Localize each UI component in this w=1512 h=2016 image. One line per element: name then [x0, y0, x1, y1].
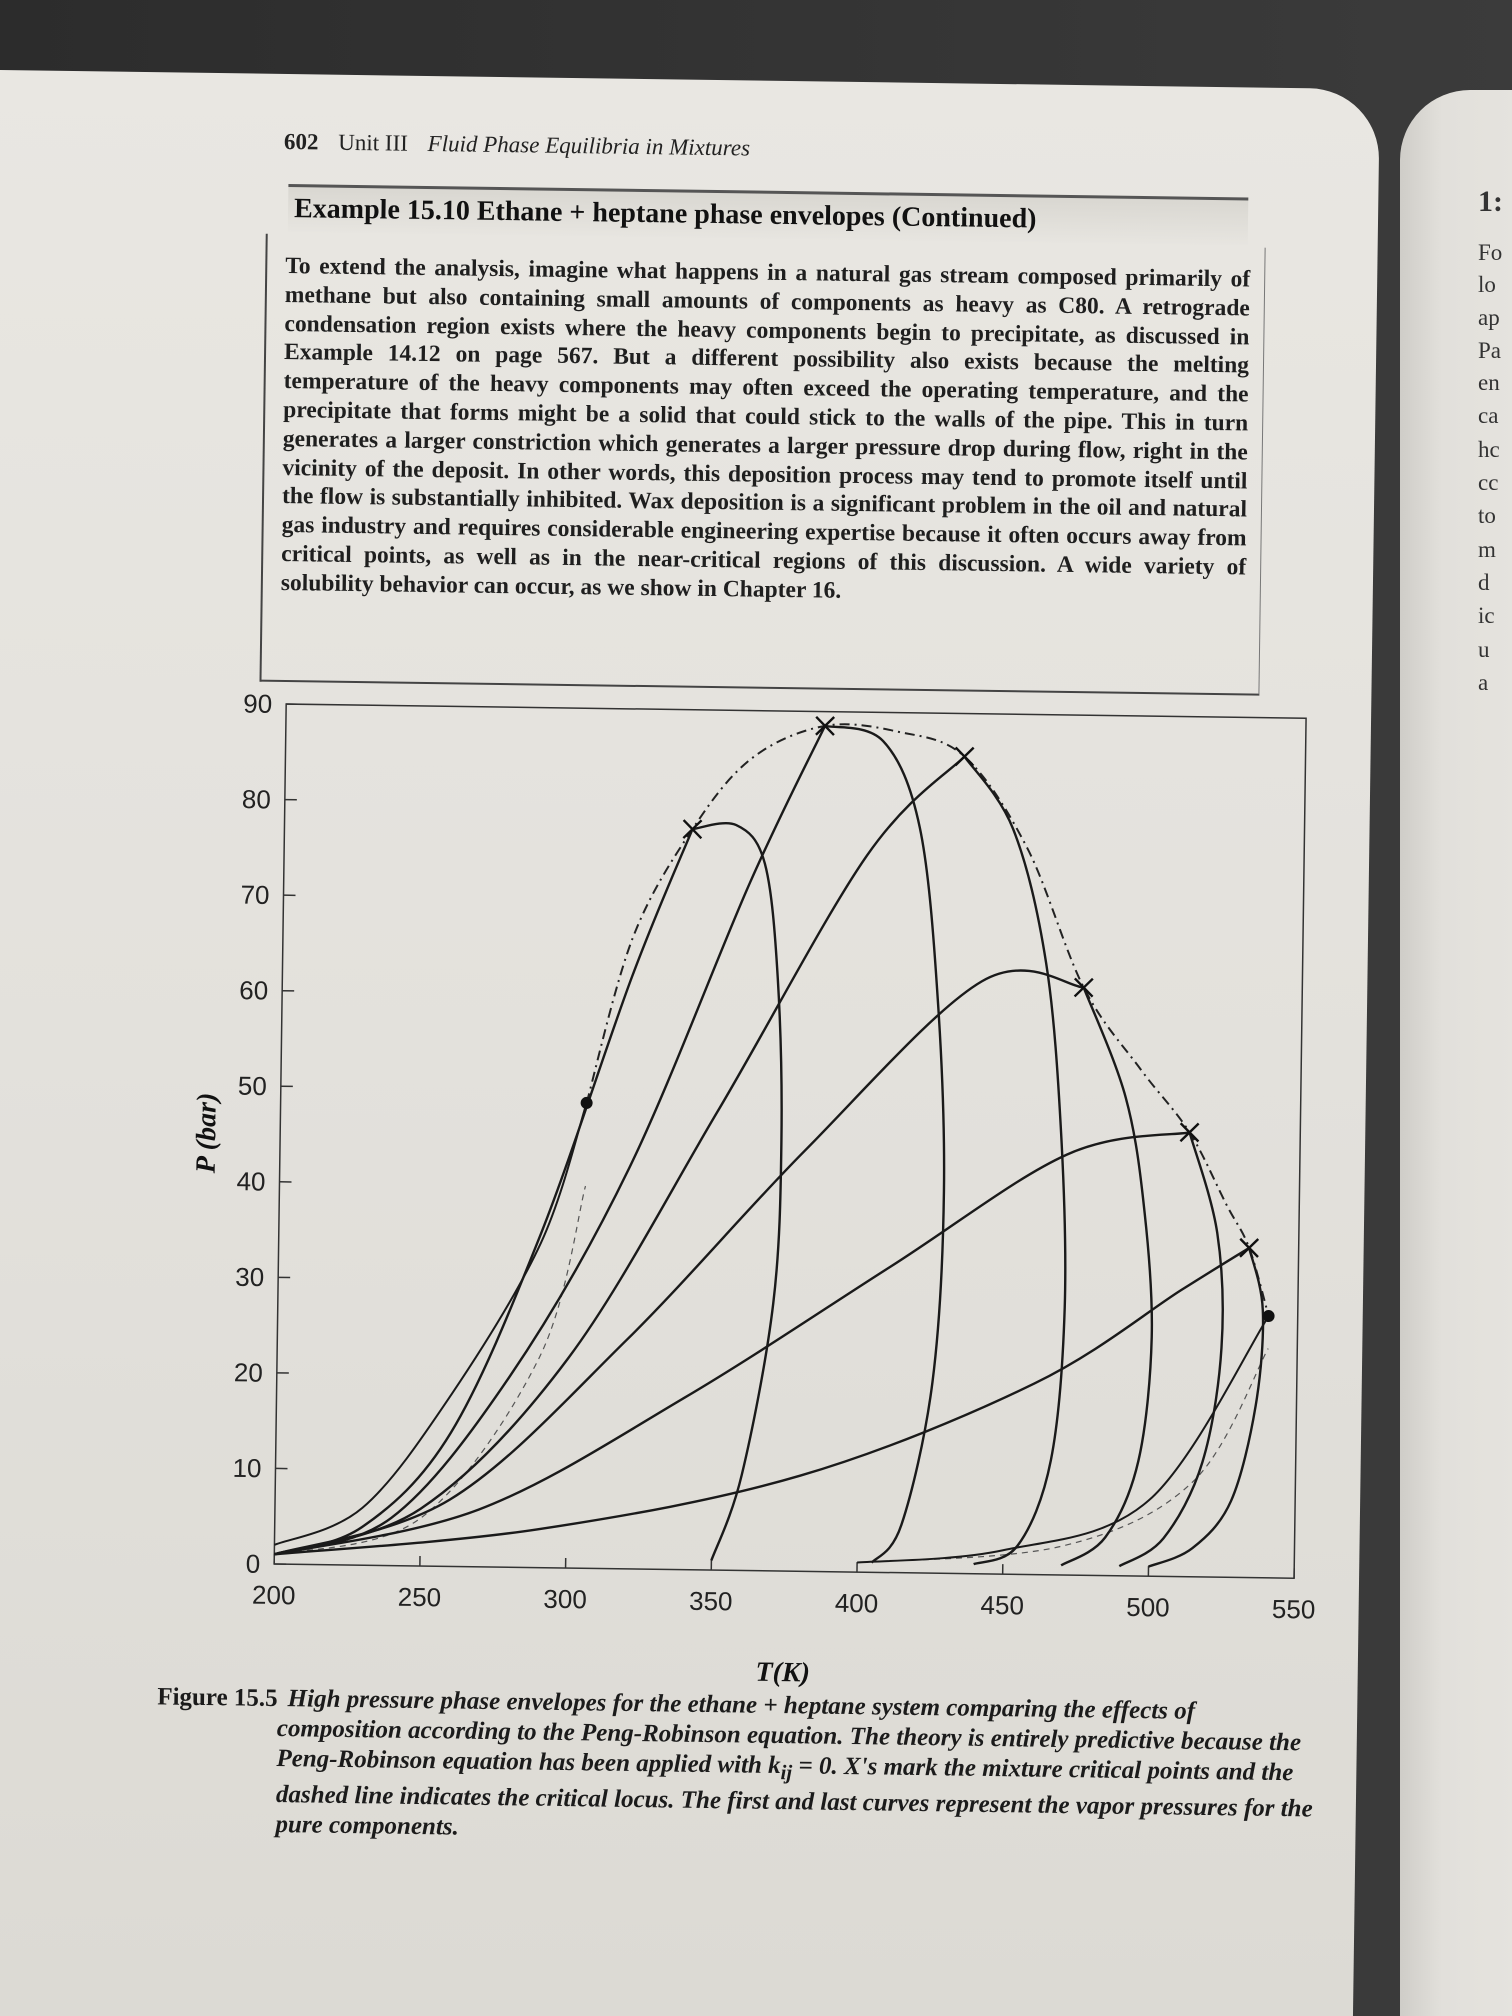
y-tick-label: 10	[232, 1453, 261, 1483]
facing-page: 1: Fo lo ap Pa en ca hc cc to m d ic u a	[1400, 90, 1512, 2016]
x-tick-label: 500	[1126, 1592, 1170, 1623]
facing-page-fragment: ic	[1478, 603, 1495, 628]
x-axis-title: T(K)	[755, 1657, 810, 1689]
section-title: Fluid Phase Equilibria in Mixtures	[427, 130, 751, 161]
bubble-curve	[273, 755, 966, 1556]
pure-critical-point	[580, 1096, 593, 1109]
y-tick-label: 0	[245, 1549, 260, 1579]
y-tick-label: 60	[239, 975, 268, 1005]
pure-critical-point	[1262, 1310, 1275, 1323]
critical-point-x	[1073, 977, 1094, 998]
example-box: To extend the analysis, imagine what hap…	[259, 233, 1266, 696]
y-tick-label: 30	[235, 1262, 264, 1292]
y-tick-label: 40	[236, 1166, 265, 1196]
critical-locus	[585, 723, 1270, 1317]
dashed-boundary	[274, 1185, 587, 1555]
example-body: To extend the analysis, imagine what hap…	[281, 252, 1251, 611]
y-tick-label: 20	[234, 1357, 263, 1387]
vapor-pressure-curve	[857, 1315, 1270, 1564]
bubble-curve	[273, 725, 827, 1556]
dew-curve	[963, 755, 1067, 1566]
facing-page-fragment: Fo	[1478, 240, 1503, 265]
dew-curve	[1148, 1247, 1265, 1568]
running-head: 602 Unit III Fluid Phase Equilibria in M…	[284, 129, 750, 162]
facing-page-fragment: 1:	[1478, 185, 1503, 218]
facing-page-fragment: a	[1478, 670, 1489, 695]
facing-page-fragment: to	[1478, 503, 1496, 528]
facing-page-fragment: cc	[1478, 470, 1499, 495]
facing-page-fragment: u	[1478, 637, 1490, 662]
facing-page-fragment: en	[1478, 370, 1500, 395]
y-tick-label: 70	[240, 880, 269, 910]
vapor-pressure-curve	[274, 1102, 588, 1546]
example-paragraph: To extend the analysis, imagine what hap…	[280, 253, 1251, 604]
page-number: 602	[283, 128, 319, 155]
dew-curve	[692, 821, 783, 1561]
y-tick-label: 50	[238, 1071, 267, 1101]
bubble-curve	[274, 1246, 1250, 1556]
facing-page-fragment: m	[1478, 537, 1496, 562]
x-tick-label: 250	[398, 1582, 442, 1613]
facing-page-fragment: ca	[1478, 403, 1499, 428]
bubble-curve	[274, 1131, 1190, 1556]
y-tick-label: 90	[243, 688, 272, 718]
x-tick-label: 300	[543, 1584, 587, 1615]
critical-point-x	[954, 746, 975, 767]
dashed-boundary	[857, 1348, 1269, 1564]
caption-continuation: composition according to the Peng-Robins…	[155, 1712, 1317, 1854]
critical-point-x	[1239, 1237, 1260, 1258]
book-page: 602 Unit III Fluid Phase Equilibria in M…	[0, 70, 1380, 2016]
bubble-curve	[273, 969, 1084, 1556]
facing-page-fragment: ap	[1478, 305, 1500, 330]
dew-curve	[1118, 1132, 1224, 1568]
x-tick-label: 550	[1272, 1594, 1316, 1625]
figure-caption: Figure 15.5 High pressure phase envelopes…	[155, 1682, 1317, 1854]
facing-page-fragment: lo	[1478, 272, 1496, 297]
y-axis-title: P (bar)	[191, 1092, 223, 1174]
phase-envelope-figure: 0 10 20 30 40 50 60 70 80 90 200 250 300 350 400 450 500…	[177, 683, 1331, 1719]
dew-curve	[1060, 987, 1154, 1567]
facing-page-fragment: Pa	[1478, 338, 1501, 363]
unit-label: Unit III	[338, 129, 409, 156]
caption-subscript: ij	[780, 1760, 793, 1785]
critical-point-x	[815, 715, 836, 736]
plot-frame	[273, 703, 1307, 1579]
phase-envelope-chart: 0 10 20 30 40 50 60 70 80 90 200 250 300 350 400 450 500…	[191, 688, 1316, 1689]
x-tick-label: 350	[689, 1586, 733, 1617]
x-tick-label: 200	[252, 1580, 296, 1611]
figure-label: Figure 15.5	[157, 1683, 278, 1713]
facing-page-fragment: d	[1478, 570, 1490, 595]
x-tick-label: 400	[835, 1588, 879, 1619]
dew-curve	[824, 724, 946, 1564]
critical-point-x	[682, 819, 703, 840]
critical-point-x	[1179, 1122, 1200, 1143]
y-tick-label: 80	[242, 784, 271, 814]
facing-page-fragment: hc	[1478, 437, 1500, 462]
x-tick-label: 450	[980, 1590, 1024, 1621]
